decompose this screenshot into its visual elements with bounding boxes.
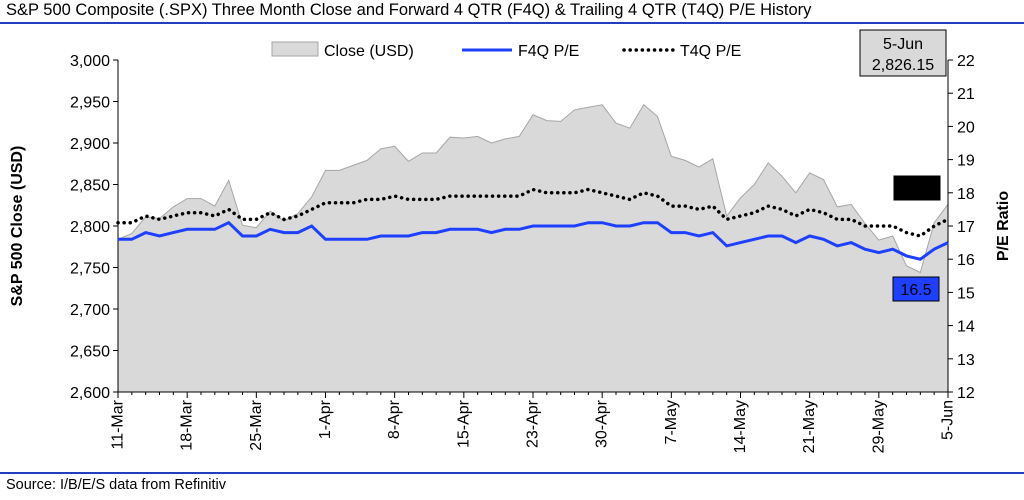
x-tick-label: 5-Jun xyxy=(940,400,957,440)
left-tick-label: 2,950 xyxy=(70,95,110,112)
f4q-last-value: 16.5 xyxy=(900,282,931,299)
legend-close-label: Close (USD) xyxy=(324,43,414,60)
left-tick-label: 2,850 xyxy=(70,178,110,195)
x-tick-label: 18-Mar xyxy=(179,399,196,450)
right-tick-label: 18 xyxy=(957,186,975,203)
right-tick-label: 19 xyxy=(957,153,975,170)
footer-rule xyxy=(0,472,1024,474)
source-note: Source: I/B/E/S data from Refinitiv xyxy=(6,477,227,493)
title-rule xyxy=(0,22,1024,24)
left-tick-label: 3,000 xyxy=(70,53,110,70)
right-tick-label: 21 xyxy=(957,86,975,103)
chart-title: S&P 500 Composite (.SPX) Three Month Clo… xyxy=(6,1,812,19)
right-tick-label: 14 xyxy=(957,319,975,336)
right-tick-label: 22 xyxy=(957,53,975,70)
close-annotation-box xyxy=(859,29,947,77)
t4q-line xyxy=(116,187,950,238)
y2-axis-label: P/E Ratio xyxy=(995,191,1012,261)
x-tick-label: 21-May xyxy=(801,400,818,453)
right-tick-label: 17 xyxy=(957,219,975,236)
right-tick-label: 12 xyxy=(957,385,975,402)
right-tick-label: 16 xyxy=(957,252,975,269)
x-tick-label: 15-Apr xyxy=(455,399,472,448)
x-tick-label: 7-May xyxy=(663,400,680,444)
legend-t4q-label: T4Q P/E xyxy=(680,43,741,60)
right-tick-label: 13 xyxy=(957,352,975,369)
x-tick-label: 8-Apr xyxy=(386,399,403,439)
legend-f4q-label: F4Q P/E xyxy=(518,43,579,60)
close-area xyxy=(117,104,949,393)
right-tick-label: 15 xyxy=(957,285,975,302)
left-tick-label: 2,900 xyxy=(70,136,110,153)
close-annotation-value: 2,826.15 xyxy=(872,57,934,74)
t4q-last-badge xyxy=(893,175,941,201)
right-tick-label: 20 xyxy=(957,119,975,136)
x-tick-label: 11-Mar xyxy=(110,399,127,449)
x-tick-label: 29-May xyxy=(870,400,887,453)
f4q-last-badge xyxy=(892,276,940,302)
left-tick-label: 2,650 xyxy=(70,344,110,361)
x-tick-label: 1-Apr xyxy=(317,399,334,439)
x-tick-label: 30-Apr xyxy=(594,399,611,448)
left-tick-label: 2,600 xyxy=(70,385,110,402)
y-axis-label: S&P 500 Close (USD) xyxy=(9,146,26,307)
close-annotation-date: 5-Jun xyxy=(883,36,923,53)
t4q-last-value: 17.2 xyxy=(901,181,932,198)
x-tick-label: 23-Apr xyxy=(525,399,542,448)
left-tick-label: 2,700 xyxy=(70,302,110,319)
f4q-line xyxy=(118,220,949,261)
left-tick-label: 2,750 xyxy=(70,261,110,278)
x-tick-label: 14-May xyxy=(732,400,749,453)
left-tick-label: 2,800 xyxy=(70,219,110,236)
legend-close-swatch xyxy=(271,41,319,57)
x-tick-label: 25-Mar xyxy=(248,399,265,450)
